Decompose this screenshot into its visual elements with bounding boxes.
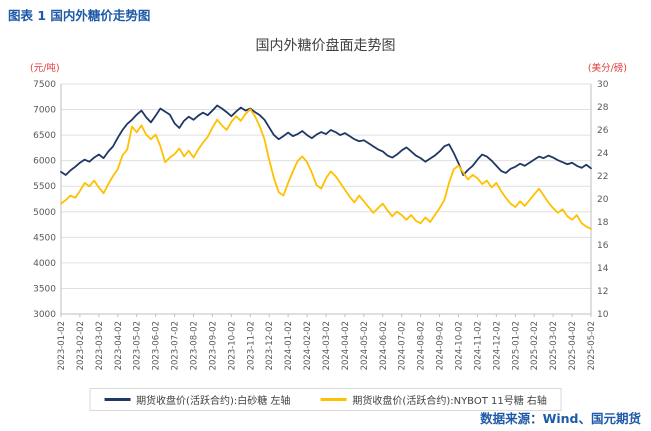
left-axis-tick-label: 3500 (33, 284, 56, 294)
x-axis-tick-label: 2024-10-02 (454, 321, 464, 370)
x-axis-tick-label: 2023-05-02 (133, 321, 143, 370)
right-axis-tick-label: 14 (597, 264, 609, 274)
data-source-note: 数据来源：Wind、国元期货 (480, 411, 641, 426)
x-axis-tick-label: 2025-01-02 (511, 321, 521, 370)
right-axis-tick-label: 20 (597, 195, 609, 205)
x-axis-tick-label: 2023-07-02 (171, 321, 181, 370)
x-axis-tick-label: 2024-06-02 (379, 321, 389, 370)
legend-label: 期货收盘价(活跃合约):白砂糖 左轴 (136, 396, 291, 407)
chart-title: 国内外糖价盘面走势图 (255, 38, 396, 54)
left-axis-tick-label: 6500 (33, 131, 56, 141)
x-axis-tick-label: 2024-12-02 (492, 321, 502, 370)
chart-legend: 期货收盘价(活跃合约):白砂糖 左轴 期货收盘价(活跃合约):NYBOT 11号… (89, 388, 562, 411)
left-axis-tick-label: 7500 (33, 80, 56, 90)
x-axis-tick-label: 2024-05-02 (360, 321, 370, 370)
x-axis-tick-label: 2023-09-02 (208, 321, 218, 370)
x-axis-tick-label: 2023-03-02 (95, 321, 105, 370)
x-axis-tick-label: 2024-03-02 (322, 321, 332, 370)
series-line-1 (60, 108, 592, 230)
x-axis-tick-label: 2024-07-02 (398, 321, 408, 370)
x-axis-tick-label: 2023-11-02 (246, 321, 256, 370)
x-axis-tick-label: 2023-06-02 (152, 321, 162, 370)
right-axis-tick-label: 12 (597, 287, 608, 297)
x-axis-tick-label: 2024-01-02 (284, 321, 294, 370)
right-axis-tick-label: 26 (597, 126, 609, 136)
x-axis-tick-label: 2023-10-02 (227, 321, 237, 370)
right-axis-unit-label: (美分/磅) (587, 63, 627, 74)
price-trend-plot: 3000 3500 4000 4500 5000 5500 6000 6500 7000 7500… (33, 80, 609, 370)
left-axis-tick-label: 4500 (33, 233, 56, 243)
x-axis-tick-label: 2023-12-02 (265, 321, 275, 370)
right-axis-tick-label: 24 (597, 149, 609, 159)
right-axis-tick-label: 10 (597, 310, 609, 320)
right-axis-tick-label: 30 (597, 80, 609, 90)
x-axis-tick-label: 2023-04-02 (114, 321, 124, 370)
right-axis-tick-label: 18 (597, 218, 609, 228)
legend-label: 期货收盘价(活跃合约):NYBOT 11号糖 右轴 (352, 396, 547, 407)
left-axis-tick-label: 7000 (33, 106, 56, 116)
x-axis-tick-label: 2025-02-02 (530, 321, 540, 370)
x-axis-tick-label: 2025-05-02 (587, 321, 597, 370)
left-axis-tick-label: 5000 (33, 208, 56, 218)
x-axis-tick-label: 2024-09-02 (436, 321, 446, 370)
left-axis-tick-label: 5500 (33, 182, 56, 192)
x-axis-tick-label: 2025-03-02 (549, 321, 559, 370)
nybot-sugar-line-swatch (320, 398, 347, 401)
left-axis-tick-label: 4000 (33, 259, 56, 269)
x-axis-tick-label: 2023-01-02 (57, 321, 67, 370)
left-axis-unit-label: (元/吨) (30, 63, 60, 74)
x-axis-tick-label: 2024-11-02 (473, 321, 483, 370)
series-line-0 (60, 104, 592, 176)
figure-caption: 图表 1 国内外糖价走势图 (8, 8, 151, 23)
right-axis-tick-label: 28 (597, 103, 609, 113)
x-axis-tick-label: 2024-04-02 (341, 321, 351, 370)
x-axis-tick-label: 2025-04-02 (568, 321, 578, 370)
left-axis-tick-label: 6000 (33, 157, 56, 167)
legend-item-white-sugar: 期货收盘价(活跃合约):白砂糖 左轴 (104, 392, 290, 407)
x-axis-tick-label: 2023-02-02 (76, 321, 86, 370)
x-axis-tick-label: 2023-08-02 (189, 321, 199, 370)
x-axis-tick-label: 2024-02-02 (303, 321, 313, 370)
right-axis-tick-label: 22 (597, 172, 608, 182)
left-axis-tick-label: 3000 (33, 310, 56, 320)
white-sugar-line-swatch (104, 398, 131, 401)
x-axis-tick-label: 2024-08-02 (417, 321, 427, 370)
legend-item-nybot-sugar: 期货收盘价(活跃合约):NYBOT 11号糖 右轴 (320, 392, 547, 407)
right-axis-tick-label: 16 (597, 241, 609, 251)
